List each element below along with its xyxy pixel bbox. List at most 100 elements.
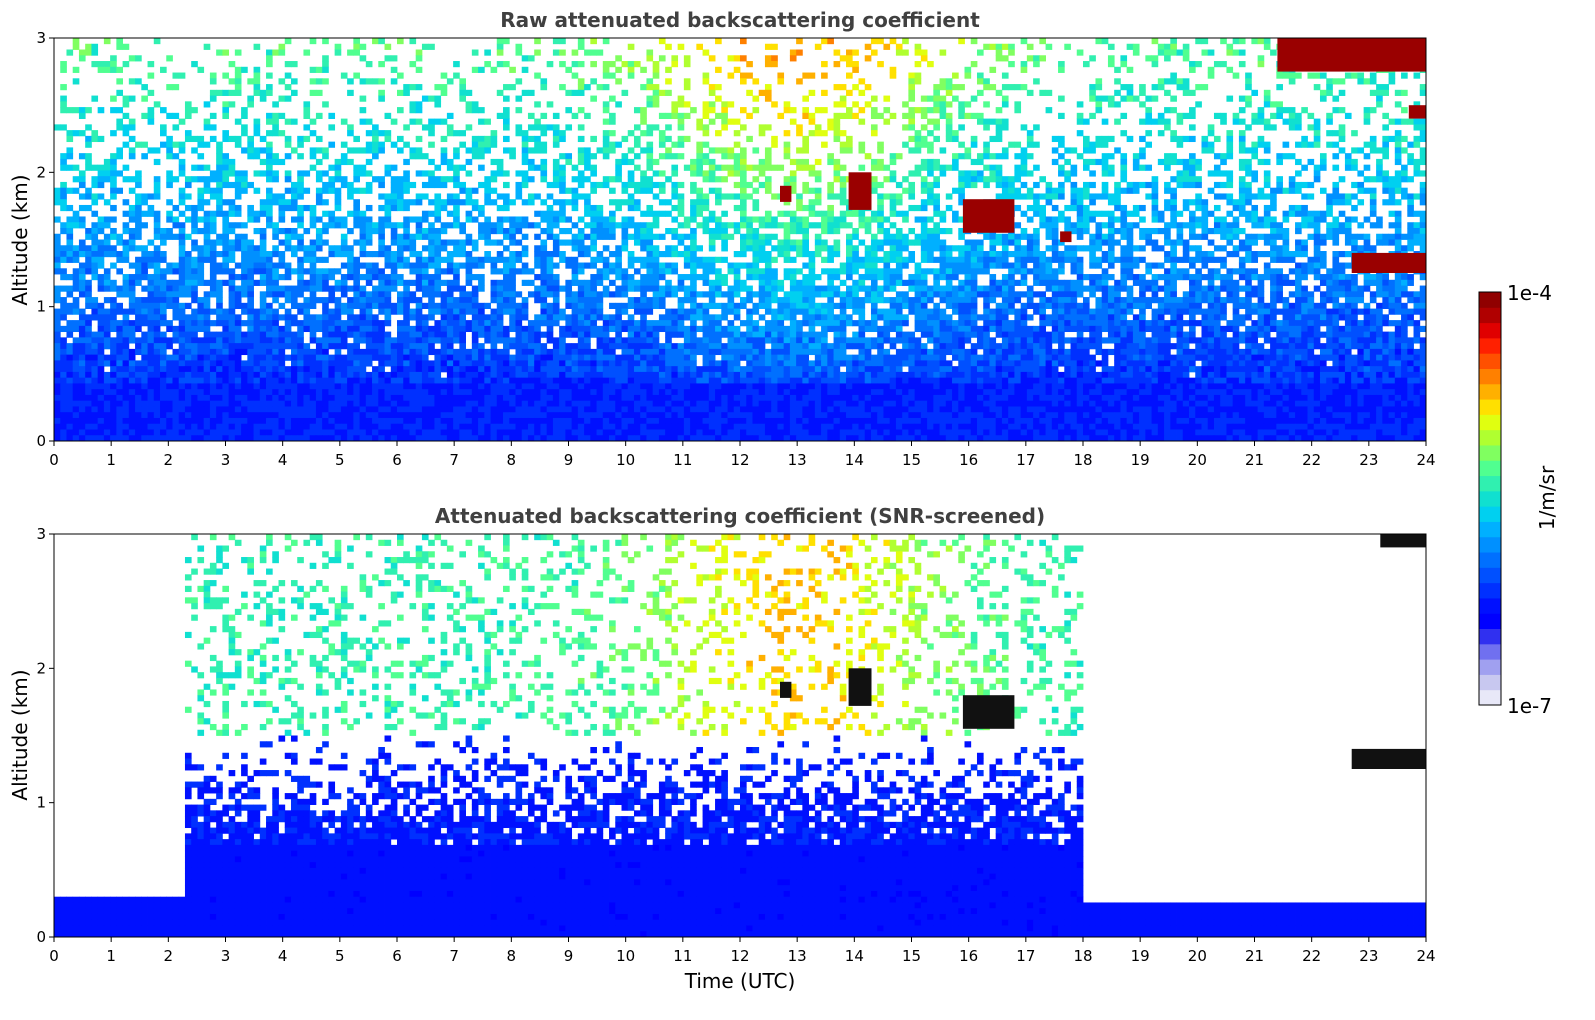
heatmap-cell [1226,130,1234,137]
heatmap-cell [1270,49,1277,56]
heatmap-cell [827,279,834,286]
heatmap-cell [1107,61,1115,68]
heatmap-cell [446,302,454,309]
heatmap-cell [1051,222,1059,229]
heatmap-cell [297,187,304,194]
heatmap-cell [889,199,897,206]
heatmap-cell [309,153,317,160]
heatmap-cell [952,274,959,281]
heatmap-cell [241,268,248,275]
heatmap-cell [1413,170,1421,177]
heatmap-cell [1020,291,1028,298]
heatmap-cell [1238,130,1246,137]
heatmap-cell [702,274,710,281]
heatmap-cell [602,38,610,45]
heatmap-cell [234,222,242,229]
heatmap-cell [266,164,273,171]
heatmap-cell [484,251,491,258]
heatmap-cell [1014,268,1022,275]
heatmap-cell [590,170,597,177]
heatmap-cell [471,107,479,114]
heatmap-cell [1182,158,1190,166]
heatmap-cell [1357,285,1365,292]
heatmap-cell [833,268,841,275]
heatmap-cell [602,233,610,240]
heatmap-cell [846,274,853,281]
heatmap-cell [1220,279,1227,286]
heatmap-cell [509,227,516,235]
heatmap-cell [552,291,560,298]
heatmap-cell [290,78,298,85]
heatmap-cell [397,239,404,246]
heatmap-cell [228,222,236,229]
heatmap-cell [234,176,242,183]
heatmap-cell [490,285,498,292]
heatmap-cell [677,302,685,309]
heatmap-cell [309,285,317,292]
heatmap-cell [733,291,741,298]
heatmap-cell [72,279,80,286]
heatmap-cell [883,216,891,223]
heatmap-cell [1189,124,1196,131]
heatmap-cell [1101,239,1109,246]
heatmap-cell [1263,176,1271,183]
heatmap-cell [1401,193,1408,200]
heatmap-cell [315,66,323,73]
heatmap-cell [203,256,211,263]
heatmap-cell [1369,89,1377,96]
heatmap-cell [721,147,728,154]
heatmap-cell [746,239,753,246]
heatmap-cell [802,95,809,102]
heatmap-cell [646,245,654,252]
heatmap-cell [870,216,878,223]
heatmap-cell [1245,84,1252,91]
heatmap-cell [1332,164,1340,171]
heatmap-cell [60,187,67,194]
heatmap-cell [952,153,959,160]
heatmap-cell [958,124,965,131]
heatmap-cell [914,285,922,292]
heatmap-cell [434,95,442,102]
heatmap-cell [496,227,504,235]
heatmap-cell [241,112,248,119]
heatmap-cell [989,233,997,240]
heatmap-cell [771,55,778,62]
heatmap-cell [958,141,965,148]
heatmap-cell [1070,297,1078,304]
heatmap-cell [297,210,304,217]
heatmap-cell [1182,239,1190,246]
heatmap-cell [1020,245,1028,252]
heatmap-cell [902,176,909,183]
heatmap-cell [434,84,442,91]
heatmap-cell [771,193,778,200]
heatmap-cell [1307,181,1315,189]
heatmap-cell [1407,227,1414,235]
heatmap-cell [309,210,317,217]
heatmap-cell [290,268,298,275]
heatmap-cell [1120,262,1128,269]
heatmap-cell [128,118,136,125]
heatmap-cell [1045,193,1053,200]
heatmap-cell [777,302,785,309]
heatmap-cell [1413,72,1421,79]
heatmap-cell [122,130,130,137]
heatmap-cell [964,274,972,281]
heatmap-cell [1419,124,1427,131]
heatmap-cell [1157,130,1165,137]
heatmap-cell [1313,72,1321,79]
heatmap-cell [1351,193,1358,200]
heatmap-cell [945,101,953,108]
heatmap-cell [365,227,373,235]
heatmap-cell [1257,193,1265,200]
heatmap-cell [1020,274,1028,281]
heatmap-cell [315,245,323,252]
heatmap-cell [1232,216,1240,223]
heatmap-cell [958,112,965,119]
heatmap-cell [740,210,747,217]
heatmap-cell [1026,302,1034,309]
heatmap-cell [590,204,597,212]
heatmap-cell [203,181,211,189]
heatmap-cell [1132,256,1140,263]
heatmap-cell [615,262,622,269]
heatmap-cell [390,187,398,194]
